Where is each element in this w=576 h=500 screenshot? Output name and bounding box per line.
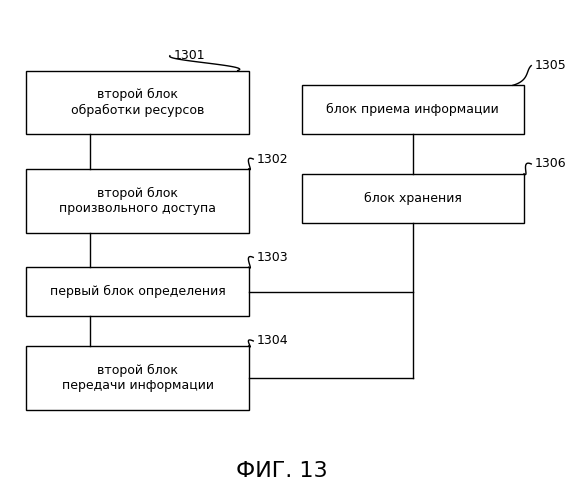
Text: 1302: 1302 (257, 152, 289, 166)
Text: 1304: 1304 (257, 334, 289, 347)
Text: второй блок
обработки ресурсов: второй блок обработки ресурсов (71, 88, 204, 117)
FancyBboxPatch shape (302, 174, 524, 223)
FancyBboxPatch shape (302, 86, 524, 134)
Text: блок хранения: блок хранения (364, 192, 462, 205)
Text: 1306: 1306 (535, 158, 567, 170)
FancyBboxPatch shape (26, 267, 249, 316)
Text: второй блок
произвольного доступа: второй блок произвольного доступа (59, 187, 216, 215)
Text: 1301: 1301 (174, 50, 206, 62)
FancyBboxPatch shape (26, 70, 249, 134)
Text: 1303: 1303 (257, 251, 289, 264)
Text: второй блок
передачи информации: второй блок передачи информации (62, 364, 214, 392)
FancyBboxPatch shape (26, 169, 249, 233)
Text: первый блок определения: первый блок определения (50, 286, 225, 298)
Text: 1305: 1305 (535, 59, 567, 72)
Text: ФИГ. 13: ФИГ. 13 (236, 461, 328, 481)
FancyBboxPatch shape (26, 346, 249, 410)
Text: блок приема информации: блок приема информации (327, 104, 499, 117)
